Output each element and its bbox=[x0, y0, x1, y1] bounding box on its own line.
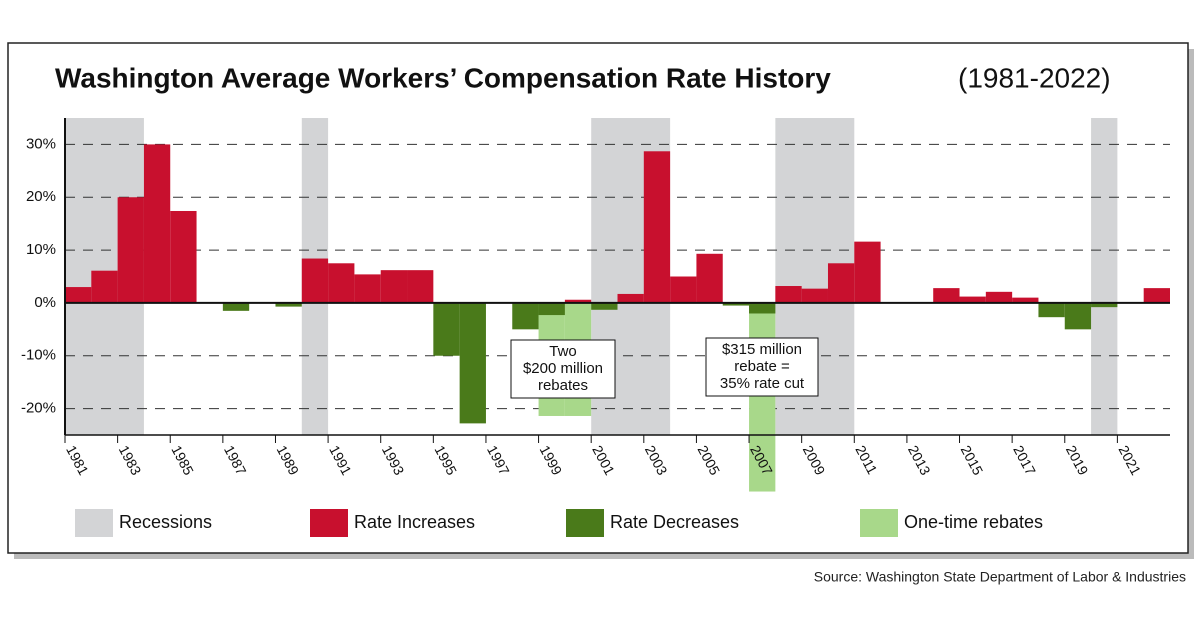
y-tick-label: 10% bbox=[26, 241, 56, 258]
bar bbox=[1012, 297, 1039, 303]
annotation-text: rebates bbox=[538, 377, 588, 394]
bar bbox=[854, 241, 881, 303]
y-tick-label: 30% bbox=[26, 135, 56, 152]
bar bbox=[1143, 288, 1170, 303]
legend-label: Recessions bbox=[119, 512, 212, 532]
bar bbox=[827, 263, 855, 303]
bar bbox=[985, 291, 1013, 303]
bar bbox=[380, 270, 408, 303]
bar bbox=[617, 293, 644, 303]
bar bbox=[512, 302, 539, 330]
bar bbox=[459, 302, 486, 424]
legend-swatch bbox=[566, 509, 604, 537]
bar bbox=[65, 287, 92, 303]
bar bbox=[433, 302, 460, 356]
annotation-text: $315 million bbox=[722, 341, 802, 358]
bar bbox=[170, 210, 197, 303]
bar bbox=[670, 276, 697, 303]
bar bbox=[222, 302, 250, 311]
legend-label: Rate Decreases bbox=[610, 512, 739, 532]
bar bbox=[354, 274, 381, 303]
bar bbox=[591, 302, 618, 310]
bar bbox=[1064, 302, 1092, 330]
bar bbox=[801, 288, 828, 303]
chart-subtitle: (1981-2022) bbox=[958, 62, 1111, 93]
bar bbox=[1091, 302, 1118, 308]
bar bbox=[696, 253, 723, 303]
y-tick-label: 20% bbox=[26, 188, 56, 205]
legend-swatch bbox=[75, 509, 113, 537]
recession-band bbox=[1091, 118, 1118, 435]
source: Source: Washington State Department of L… bbox=[814, 569, 1186, 585]
bar bbox=[91, 270, 118, 303]
bar bbox=[143, 144, 171, 303]
chart-title: Washington Average Workers’ Compensation… bbox=[55, 62, 831, 93]
bar bbox=[959, 296, 986, 303]
y-tick-label: -20% bbox=[21, 400, 56, 417]
bar bbox=[407, 270, 434, 303]
bar bbox=[775, 286, 802, 303]
annotation-box bbox=[510, 339, 616, 399]
bar bbox=[275, 302, 302, 307]
bar bbox=[749, 302, 776, 492]
annotation-text: 35% rate cut bbox=[720, 375, 805, 392]
legend-label: One-time rebates bbox=[904, 512, 1043, 532]
bar bbox=[301, 258, 329, 303]
bar bbox=[328, 263, 355, 303]
annotation-box bbox=[705, 337, 819, 397]
annotation-text: rebate = bbox=[734, 358, 790, 375]
bar bbox=[722, 302, 750, 306]
bar bbox=[538, 302, 565, 316]
bar bbox=[564, 299, 592, 303]
bar bbox=[643, 151, 671, 303]
y-tick-label: 0% bbox=[34, 294, 56, 311]
bar bbox=[117, 197, 144, 303]
annotation-text: Two bbox=[549, 343, 577, 360]
legend-label: Rate Increases bbox=[354, 512, 475, 532]
bar bbox=[749, 302, 776, 314]
legend-swatch bbox=[860, 509, 898, 537]
bar bbox=[1038, 302, 1065, 318]
annotation-text: $200 million bbox=[523, 360, 603, 377]
legend-swatch bbox=[310, 509, 348, 537]
bar bbox=[933, 288, 960, 303]
y-tick-label: -10% bbox=[21, 347, 56, 364]
